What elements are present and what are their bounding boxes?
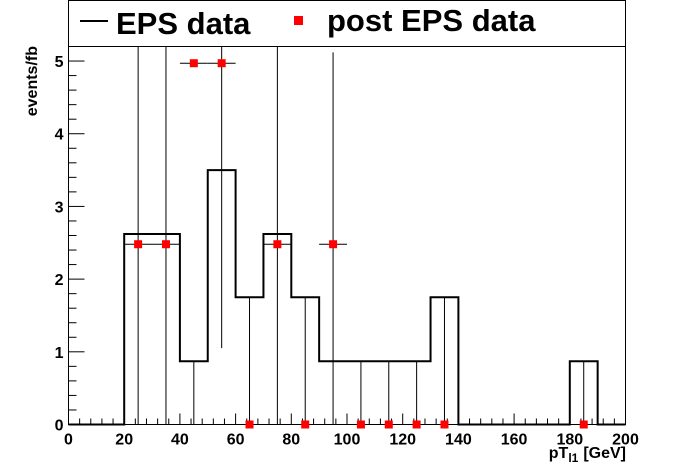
x-tick-label: 200	[612, 432, 639, 449]
x-tick-label: 40	[171, 432, 189, 449]
post-eps-marker	[245, 420, 254, 429]
y-tick-label: 1	[55, 345, 64, 362]
legend-post-eps-marker	[294, 16, 303, 25]
x-tick-label: 160	[501, 432, 528, 449]
y-tick-label: 4	[55, 127, 64, 144]
plot-frame	[68, 46, 626, 425]
x-tick-label: 80	[282, 432, 300, 449]
y-axis-title: events/fb	[24, 46, 41, 116]
axis-ticks	[68, 60, 626, 425]
post-eps-marker	[217, 59, 226, 68]
legend: EPS data post EPS data	[68, 0, 626, 47]
post-eps-marker	[579, 420, 588, 429]
x-axis-title-subscript: l1	[568, 451, 578, 465]
post-eps-marker	[189, 59, 198, 68]
x-tick-label: 0	[64, 432, 73, 449]
x-tick-label: 180	[556, 432, 583, 449]
post-eps-marker	[440, 420, 449, 429]
x-tick-label: 100	[334, 432, 361, 449]
x-tick-label: 20	[115, 432, 133, 449]
post-eps-marker	[273, 240, 282, 249]
x-tick-label: 60	[227, 432, 245, 449]
y-tick-label: 5	[55, 54, 64, 71]
post-eps-marker	[134, 240, 143, 249]
post-eps-marker	[329, 240, 338, 249]
post-eps-marker	[161, 240, 170, 249]
legend-post-eps-label: post EPS data	[327, 3, 536, 38]
y-tick-label: 3	[55, 199, 64, 216]
legend-box	[68, 0, 626, 47]
x-tick-label: 120	[389, 432, 416, 449]
tick-labels: 0 20 40 60 80 100 120 140 160 180 200 0 1 2 3 4 5	[55, 54, 639, 448]
post-eps-markers	[124, 59, 588, 429]
x-axis-title-unit: [GeV]	[583, 445, 626, 462]
post-eps-marker	[384, 420, 393, 429]
post-eps-marker	[301, 420, 310, 429]
x-axis-title: pTl1 [GeV]	[549, 445, 626, 465]
legend-eps-label: EPS data	[116, 6, 251, 41]
post-eps-marker	[356, 420, 365, 429]
y-tick-label: 0	[55, 418, 64, 435]
eps-error-bars	[137, 45, 585, 425]
x-axis-title-main: pT	[549, 445, 569, 462]
y-tick-label: 2	[55, 272, 64, 289]
x-tick-label: 140	[445, 432, 472, 449]
post-eps-marker	[412, 420, 421, 429]
eps-data-histogram	[68, 169, 626, 426]
